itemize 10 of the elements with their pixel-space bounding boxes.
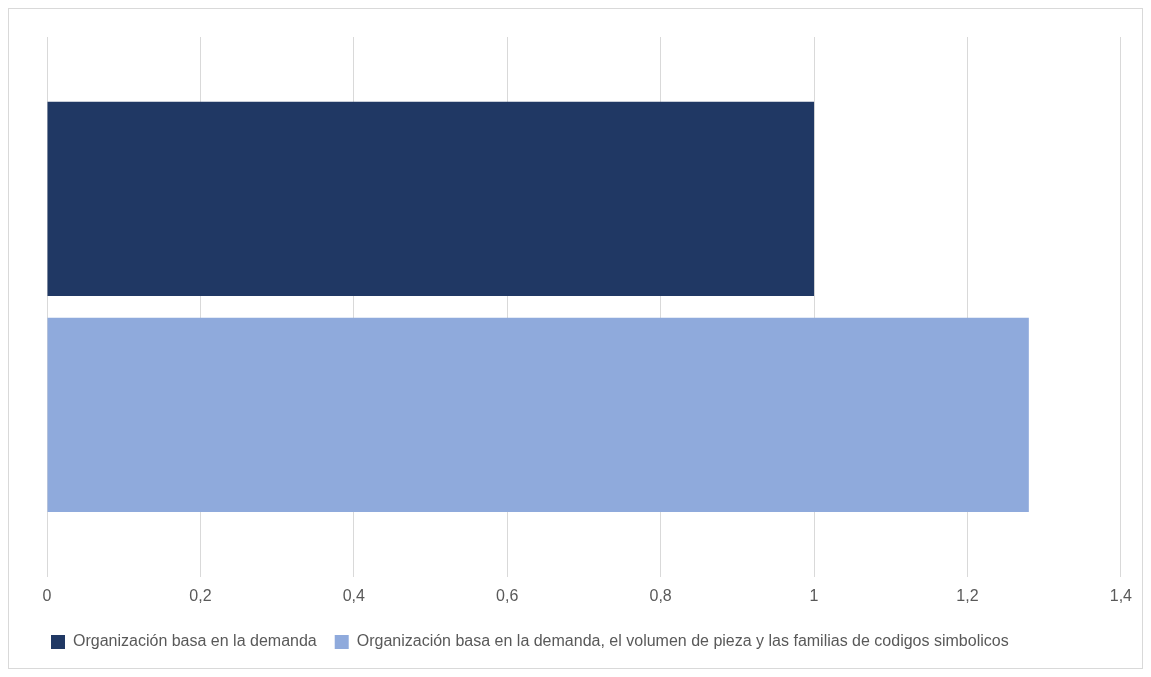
legend-label: Organización basa en la demanda, el volumen de pieza y las familias de codigos simbolicos [356,632,1009,650]
legend-label: Organización basa en la demanda [73,632,317,650]
x-tick-label: 0,6 [496,586,519,604]
x-tick-label: 0 [42,586,52,604]
x-tick-label: 0,8 [649,586,672,604]
x-tick-label: 0,2 [189,586,212,604]
x-tick-label: 0,4 [342,586,366,604]
x-tick-label: 1,2 [956,586,979,604]
x-tick-label: 1 [809,586,819,604]
x-tick-label: 1,4 [1109,586,1133,604]
